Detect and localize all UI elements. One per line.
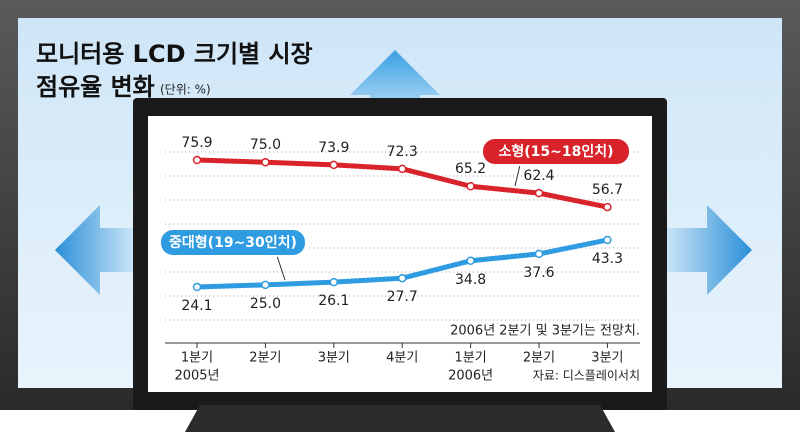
x-tick-label: 3분기 bbox=[591, 351, 623, 366]
x-tick-label: 1분기 bbox=[454, 351, 486, 366]
point bbox=[261, 280, 270, 290]
arrow-right bbox=[665, 205, 752, 295]
point bbox=[603, 202, 612, 212]
value-label: 26.1 bbox=[318, 293, 349, 309]
point bbox=[192, 155, 202, 165]
point bbox=[603, 235, 612, 245]
point bbox=[192, 282, 202, 292]
note: 2006년 2분기 및 3분기는 전망치. bbox=[450, 324, 640, 339]
value-label: 37.6 bbox=[523, 265, 554, 281]
x-tick-label: 3분기 bbox=[318, 351, 350, 366]
value-label: 56.7 bbox=[592, 182, 623, 198]
value-label: 62.4 bbox=[523, 168, 554, 184]
legend-label: 중대형(19~30인치) bbox=[169, 234, 297, 251]
title-line: 모니터용 LCD 크기별 시장 bbox=[36, 40, 313, 68]
value-label: 75.0 bbox=[250, 137, 281, 153]
point bbox=[397, 273, 407, 283]
value-label: 65.2 bbox=[455, 161, 486, 177]
title-line: 점유율 변화 bbox=[36, 73, 155, 101]
x-tick-label: 4분기 bbox=[386, 351, 418, 366]
x-tick-label: 1분기 bbox=[181, 351, 213, 366]
legend-box bbox=[159, 228, 307, 257]
unit: (단위: %) bbox=[160, 83, 211, 97]
point bbox=[466, 181, 475, 191]
legend-pointer bbox=[276, 255, 286, 281]
value-label: 73.9 bbox=[318, 140, 349, 156]
value-label: 72.3 bbox=[387, 144, 418, 160]
x-tick-label: 2분기 bbox=[523, 351, 555, 366]
point bbox=[397, 164, 407, 174]
point bbox=[329, 277, 339, 287]
source: 자료: 디스플레이서치 bbox=[533, 369, 640, 383]
value-label: 27.7 bbox=[387, 289, 418, 305]
value-label: 25.0 bbox=[250, 296, 281, 312]
point bbox=[261, 157, 270, 167]
value-label: 43.3 bbox=[592, 251, 623, 267]
value-label: 75.9 bbox=[181, 135, 212, 151]
legend-label: 소형(15~18인치) bbox=[498, 143, 613, 160]
x-group-label: 2006년 bbox=[448, 369, 493, 384]
value-label: 34.8 bbox=[455, 272, 486, 288]
arrow-left bbox=[55, 205, 135, 295]
x-group-label: 2005년 bbox=[174, 369, 219, 384]
point bbox=[329, 160, 339, 170]
legend-box bbox=[481, 137, 631, 166]
value-label: 24.1 bbox=[181, 298, 212, 314]
legend-pointer bbox=[514, 164, 521, 187]
point bbox=[534, 188, 544, 198]
stand bbox=[185, 405, 615, 432]
point bbox=[534, 249, 544, 259]
point bbox=[466, 256, 475, 266]
x-tick-label: 2분기 bbox=[249, 351, 281, 366]
